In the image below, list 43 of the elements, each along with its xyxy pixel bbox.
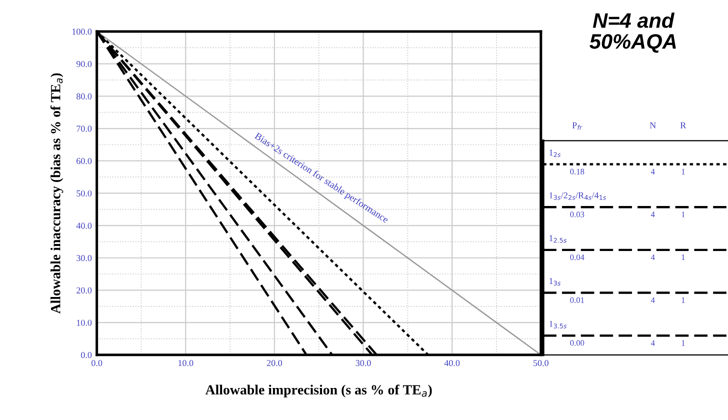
text: 1$_{3s}$: [550, 278, 561, 286]
y-tick-label: 50.0: [76, 190, 92, 196]
x-tick-label: 40.0: [444, 360, 460, 366]
text: 1$_{3s}$/2$_{2s}$/R$_{4s}$/4$_{1s}$: [550, 192, 606, 200]
x-tick-label: 20.0: [266, 360, 282, 366]
y-tick-label: 60.0: [76, 158, 92, 164]
y-tick-label: 70.0: [76, 126, 92, 132]
text: P$_{fr}$: [572, 122, 582, 130]
text: 1: [682, 254, 685, 260]
x-tick-label: 10.0: [178, 360, 194, 366]
x-tick-label: 50.0: [534, 360, 548, 366]
text: 0.00: [570, 340, 584, 346]
y-tick-label: 80.0: [76, 93, 92, 100]
text: 4: [650, 297, 655, 303]
text: 0.03: [570, 212, 584, 218]
text: N: [650, 122, 656, 128]
y-tick-label: 40.0: [76, 222, 92, 229]
text: N=4 and 50%AQA: [590, 12, 676, 53]
text: 0.01: [570, 297, 584, 303]
x-axis-title: Allowable imprecision (s as % of TE$_{a}$): [205, 384, 432, 398]
text: 1: [682, 168, 685, 174]
y-tick-label: 20.0: [76, 287, 92, 294]
text: 1: [682, 297, 685, 303]
y-tick-label: 30.0: [76, 255, 92, 262]
y-tick-label: 90.0: [76, 60, 92, 68]
y-tick-label: 100.0: [72, 28, 92, 35]
x-tick-label: 30.0: [356, 360, 371, 366]
text: 1: [682, 212, 685, 218]
y-tick-label: 10.0: [76, 320, 92, 326]
text: 0.04: [570, 254, 584, 260]
y-axis-title: Allowable inaccuracy (bias as % of TE$_{a}$): [50, 73, 64, 314]
text: 4: [650, 168, 655, 174]
text: 4: [650, 212, 655, 218]
x-tick-label: 0.0: [92, 360, 102, 366]
text: R: [680, 122, 686, 128]
text: 1: [682, 340, 685, 346]
text: 1$_{2.5s}$: [550, 235, 567, 243]
text: 4: [650, 254, 655, 260]
text: 4: [650, 340, 655, 346]
text: 1$_{2s}$: [550, 149, 561, 158]
y-tick-label: 0.0: [81, 352, 92, 358]
text: 1$_{3.5s}$: [550, 320, 567, 328]
text: 0.18: [570, 168, 584, 174]
